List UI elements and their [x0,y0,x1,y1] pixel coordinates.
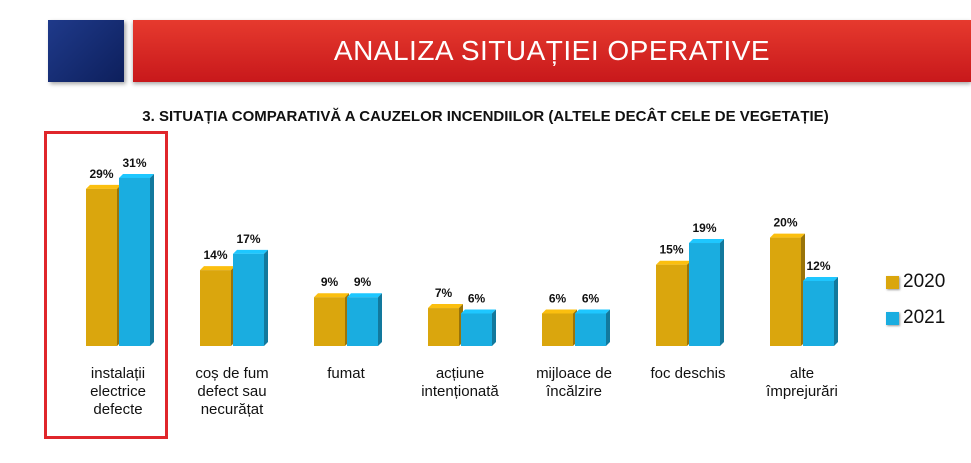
data-label-2020-2: 9% [321,275,339,289]
category-label-6: alte împrejurări [742,365,862,401]
data-label-2021-3: 6% [468,291,486,305]
legend-item-2020: 2020 [886,264,945,300]
bar-top-face [575,309,610,314]
bar-front-face [233,253,264,346]
category-label-line: electrice [90,383,146,400]
bar-side-face [264,249,268,346]
bar-front-face [461,313,492,346]
bar-side-face [720,239,724,346]
category-label-line: defect sau [197,383,267,400]
category-label-line: necurățat [200,401,264,418]
bar-side-face [606,309,610,346]
chart-title: 3. SITUAȚIA COMPARATIVĂ A CAUZELOR INCEN… [142,108,829,125]
bar-2020-6 [770,233,805,346]
category-label-line: coș de fum [195,365,269,382]
category-label-line: împrejurări [766,383,838,400]
bar-2020-2 [314,293,349,346]
category-label-0: instalații electrice defecte [58,365,178,419]
category-label-4: mijloace de încălzire [514,365,634,401]
bar-top-face [200,266,235,271]
category-label-3: acțiune intenționată [400,365,520,401]
bar-2021-6 [803,276,838,346]
category-label-1: coș de fum defect sau necurățat [172,365,292,419]
bar-2020-5 [656,260,691,346]
bar-side-face [378,293,382,346]
header-banner: ANALIZA SITUAȚIEI OPERATIVE [133,20,971,82]
bar-top-face [347,293,382,298]
category-label-line: intenționată [421,383,499,400]
legend-label-2020: 2020 [903,271,946,292]
data-label-2020-6: 20% [773,216,797,230]
data-label-2020-4: 6% [549,291,567,305]
bar-2021-2 [347,293,382,346]
bar-top-face [689,239,724,244]
bar-side-face [834,276,838,346]
bar-top-face [314,293,349,298]
bar-top-face [86,184,121,189]
data-label-2020-0: 29% [89,167,113,181]
bar-side-face [492,309,496,346]
bar-top-face [119,173,154,178]
bar-top-face [233,249,268,254]
data-label-2020-3: 7% [435,286,453,300]
bar-top-face [542,309,577,314]
category-label-2: fumat [286,365,406,383]
category-label-line: alte [789,365,815,382]
bar-front-face [347,297,378,346]
bar-2021-1 [233,249,268,346]
bar-front-face [86,188,117,346]
bar-2020-4 [542,309,577,346]
highlight-box [44,131,168,439]
data-label-2020-5: 15% [659,243,683,257]
bar-front-face [119,177,150,346]
bar-2021-5 [689,239,724,346]
bar-front-face [803,280,834,346]
category-label-line: defecte [93,401,143,418]
category-label-line: acțiune [435,365,485,382]
data-label-2020-1: 14% [203,248,227,262]
bar-front-face [656,264,687,346]
data-label-2021-6: 12% [806,259,830,273]
bar-side-face [150,173,154,346]
legend-label-2021: 2021 [903,307,946,328]
bar-top-face [770,233,805,238]
bar-front-face [428,308,459,346]
bar-top-face [803,276,838,281]
data-label-2021-0: 31% [122,156,146,170]
bar-front-face [575,313,606,346]
bar-front-face [689,243,720,346]
bar-2021-0 [119,173,154,346]
header-logo-block [48,20,124,82]
bar-front-face [542,313,573,346]
legend-item-2021: 2021 [886,300,945,336]
bar-2021-4 [575,309,610,346]
bar-top-face [461,309,496,314]
data-label-2021-2: 9% [354,275,372,289]
legend-swatch-2021 [886,311,899,325]
bar-top-face [656,260,691,265]
category-label-line: încălzire [546,383,602,400]
category-label-line: mijloace de [536,365,612,382]
category-label-5: foc deschis [628,365,748,383]
category-label-line: fumat [327,365,365,382]
legend-swatch-2020 [886,275,899,289]
bar-top-face [428,304,463,309]
bar-2020-3 [428,304,463,346]
legend: 2020 2021 [886,264,945,336]
data-label-2021-1: 17% [236,232,260,246]
page-title: ANALIZA SITUAȚIEI OPERATIVE [333,35,771,66]
bar-front-face [200,270,231,346]
bar-2021-3 [461,309,496,346]
category-label-line: foc deschis [650,365,726,382]
bar-front-face [314,297,345,346]
data-label-2021-5: 19% [692,221,716,235]
bar-2020-1 [200,266,235,346]
data-label-2021-4: 6% [582,291,600,305]
category-label-line: instalații [90,365,146,382]
bar-front-face [770,237,801,346]
